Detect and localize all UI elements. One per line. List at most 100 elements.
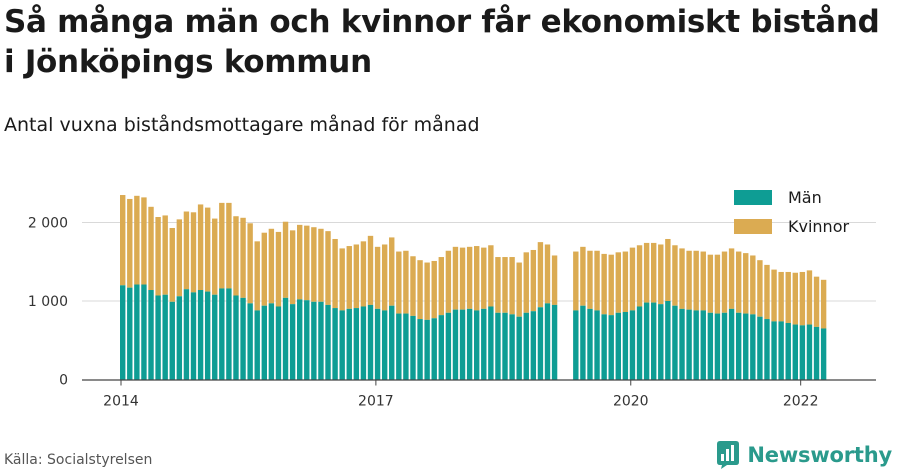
bar-kvinnor (410, 256, 416, 316)
bar-kvinnor (438, 257, 444, 316)
bar-man (778, 321, 784, 380)
legend-swatch (734, 219, 772, 234)
bar-kvinnor (594, 250, 600, 311)
bar-kvinnor (169, 227, 175, 302)
bar-man (190, 292, 197, 380)
bar-man (155, 295, 161, 380)
x-tick-label: 2022 (783, 394, 819, 410)
bar-man (693, 310, 699, 380)
bar-man (764, 319, 770, 380)
bar-man (714, 313, 721, 380)
bar-kvinnor (785, 271, 791, 323)
bar-man (679, 308, 685, 380)
y-tick-label: 2 000 (28, 216, 68, 232)
bar-man (806, 324, 813, 380)
bar-man (728, 308, 735, 380)
brand-logo[interactable]: Newsworthy (715, 440, 892, 470)
bar-kvinnor (778, 271, 784, 322)
bar-man (551, 304, 558, 380)
bar-kvinnor (580, 246, 586, 306)
bar-kvinnor (346, 246, 352, 309)
stacked-bar-chart: 0 1 000 2 000 2014 2017 2020 2022 Män Kvinnor (28, 188, 876, 410)
bar-kvinnor (445, 250, 452, 313)
bar-kvinnor (219, 202, 225, 289)
bar-kvinnor (700, 251, 706, 311)
bar-man (474, 310, 480, 380)
bar-man (509, 314, 515, 380)
bar-man (297, 299, 303, 380)
bar-kvinnor (396, 251, 402, 314)
bar-kvinnor (318, 228, 324, 302)
bar-kvinnor (162, 215, 168, 295)
bar-man (311, 301, 317, 380)
bar-kvinnor (813, 276, 820, 327)
bar-man (212, 294, 218, 380)
bar-kvinnor (367, 235, 374, 305)
bar-man (452, 309, 459, 380)
bar-man (275, 306, 282, 380)
bar-man (254, 310, 260, 380)
bar-kvinnor (360, 241, 367, 307)
bar-kvinnor (629, 247, 636, 311)
bar-man (481, 308, 487, 380)
bar-kvinnor (452, 246, 459, 310)
bar-kvinnor (325, 231, 331, 305)
bar-kvinnor (665, 238, 671, 301)
legend: Män Kvinnor (734, 188, 849, 236)
bar-kvinnor (339, 248, 345, 311)
bar-kvinnor (459, 247, 466, 310)
bar-kvinnor (792, 272, 798, 325)
bar-kvinnor (183, 211, 190, 290)
bar-kvinnor (771, 269, 777, 322)
bar-man (346, 308, 352, 380)
bar-man (282, 297, 289, 380)
bar-kvinnor (148, 206, 154, 291)
bar-kvinnor (261, 232, 267, 306)
page-title: Så många män och kvinnor får ekonomiskt … (4, 4, 880, 80)
bar-kvinnor (544, 244, 551, 304)
bar-kvinnor (573, 251, 579, 311)
bar-kvinnor (481, 247, 487, 309)
bar-kvinnor (658, 244, 664, 305)
bar-man (651, 302, 657, 380)
bar-man (601, 314, 607, 380)
bars (120, 195, 827, 380)
bar-kvinnor (679, 248, 685, 309)
bar-kvinnor (516, 262, 522, 317)
bar-man (304, 300, 310, 380)
bar-kvinnor (750, 255, 756, 315)
bar-kvinnor (374, 246, 381, 309)
x-tick-label: 2014 (103, 394, 139, 410)
bar-man (502, 312, 508, 380)
bar-kvinnor (254, 241, 260, 311)
bar-man (629, 310, 636, 380)
bar-man (615, 312, 621, 380)
bar-kvinnor (714, 254, 721, 314)
bar-man (120, 285, 126, 380)
bar-man (431, 318, 437, 380)
bar-man (544, 303, 551, 380)
bar-man (289, 304, 296, 380)
bar-kvinnor (523, 252, 529, 313)
bar-man (820, 328, 827, 380)
bar-man (240, 297, 246, 380)
bar-kvinnor (233, 216, 239, 296)
bar-man (636, 306, 643, 380)
bar-man (367, 304, 374, 380)
bar-kvinnor (474, 246, 480, 311)
bar-man (183, 289, 190, 380)
bar-man (332, 308, 338, 380)
bar-kvinnor (197, 204, 204, 291)
bar-kvinnor (268, 228, 275, 304)
bar-kvinnor (672, 245, 678, 306)
chart-subtitle: Antal vuxna biståndsmottagare månad för … (4, 114, 480, 136)
bar-kvinnor (743, 253, 749, 314)
bar-man (141, 284, 147, 380)
bar-kvinnor (424, 262, 430, 320)
bar-man (743, 313, 749, 380)
bar-man (403, 313, 409, 380)
bar-kvinnor (403, 250, 409, 314)
bar-kvinnor (311, 227, 317, 302)
bar-kvinnor (537, 242, 544, 308)
bar-kvinnor (417, 260, 423, 320)
